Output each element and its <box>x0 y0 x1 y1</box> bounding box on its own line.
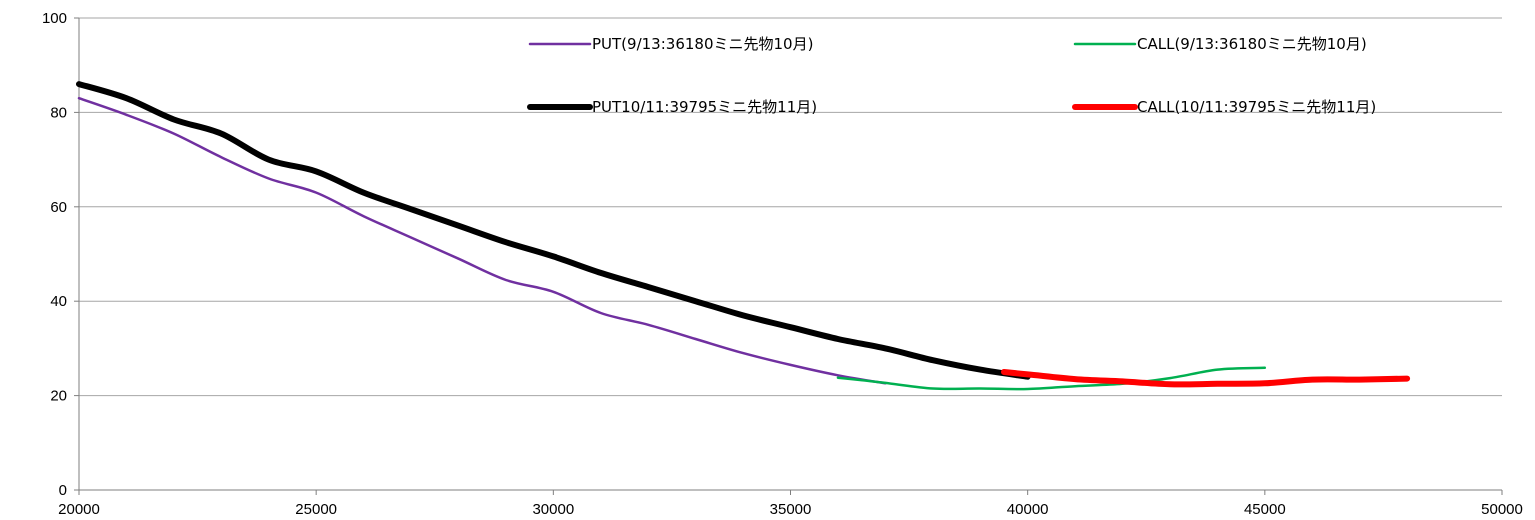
axes <box>74 17 1503 495</box>
series-lines <box>76 81 1411 391</box>
y-tick-label-80: 80 <box>50 104 67 121</box>
series-call-nov-line <box>1001 369 1411 388</box>
x-tick-label-20000: 20000 <box>58 501 100 518</box>
legend-item-4: CALL(10/11:39795ミニ先物11月) <box>1072 98 1376 116</box>
y-tick-label-60: 60 <box>50 199 67 216</box>
y-tick-labels: 0 20 40 60 80 100 <box>42 10 67 499</box>
legend-label-3: PUT10/11:39795ミニ先物11月) <box>592 98 817 116</box>
x-tick-label-30000: 30000 <box>532 501 574 518</box>
x-tick-label-25000: 25000 <box>295 501 337 518</box>
y-tick-label-100: 100 <box>42 10 67 27</box>
legend-label-4: CALL(10/11:39795ミニ先物11月) <box>1137 98 1376 116</box>
x-tick-label-40000: 40000 <box>1007 501 1049 518</box>
y-tick-label-40: 40 <box>50 293 67 310</box>
legend-item-1: PUT(9/13:36180ミニ先物10月) <box>528 35 813 53</box>
legend-item-3: PUT10/11:39795ミニ先物11月) <box>527 98 817 116</box>
x-tick-labels: 20000 25000 30000 35000 40000 45000 50000 <box>58 501 1523 518</box>
legend-label-2: CALL(9/13:36180ミニ先物10月) <box>1137 35 1367 53</box>
series-put-nov-line <box>76 81 1031 380</box>
grid-lines <box>79 17 1502 397</box>
series-call-oct-line <box>836 366 1267 391</box>
y-tick-label-0: 0 <box>59 482 67 499</box>
x-tick-label-45000: 45000 <box>1244 501 1286 518</box>
legend-item-2: CALL(9/13:36180ミニ先物10月) <box>1073 35 1367 53</box>
legend: PUT(9/13:36180ミニ先物10月) CALL(9/13:36180ミニ先… <box>527 35 1376 116</box>
legend-label-1: PUT(9/13:36180ミニ先物10月) <box>592 35 813 53</box>
x-tick-label-35000: 35000 <box>770 501 812 518</box>
y-tick-label-20: 20 <box>50 388 67 405</box>
series-put-oct-line <box>77 96 887 385</box>
x-tick-label-50000: 50000 <box>1481 501 1523 518</box>
